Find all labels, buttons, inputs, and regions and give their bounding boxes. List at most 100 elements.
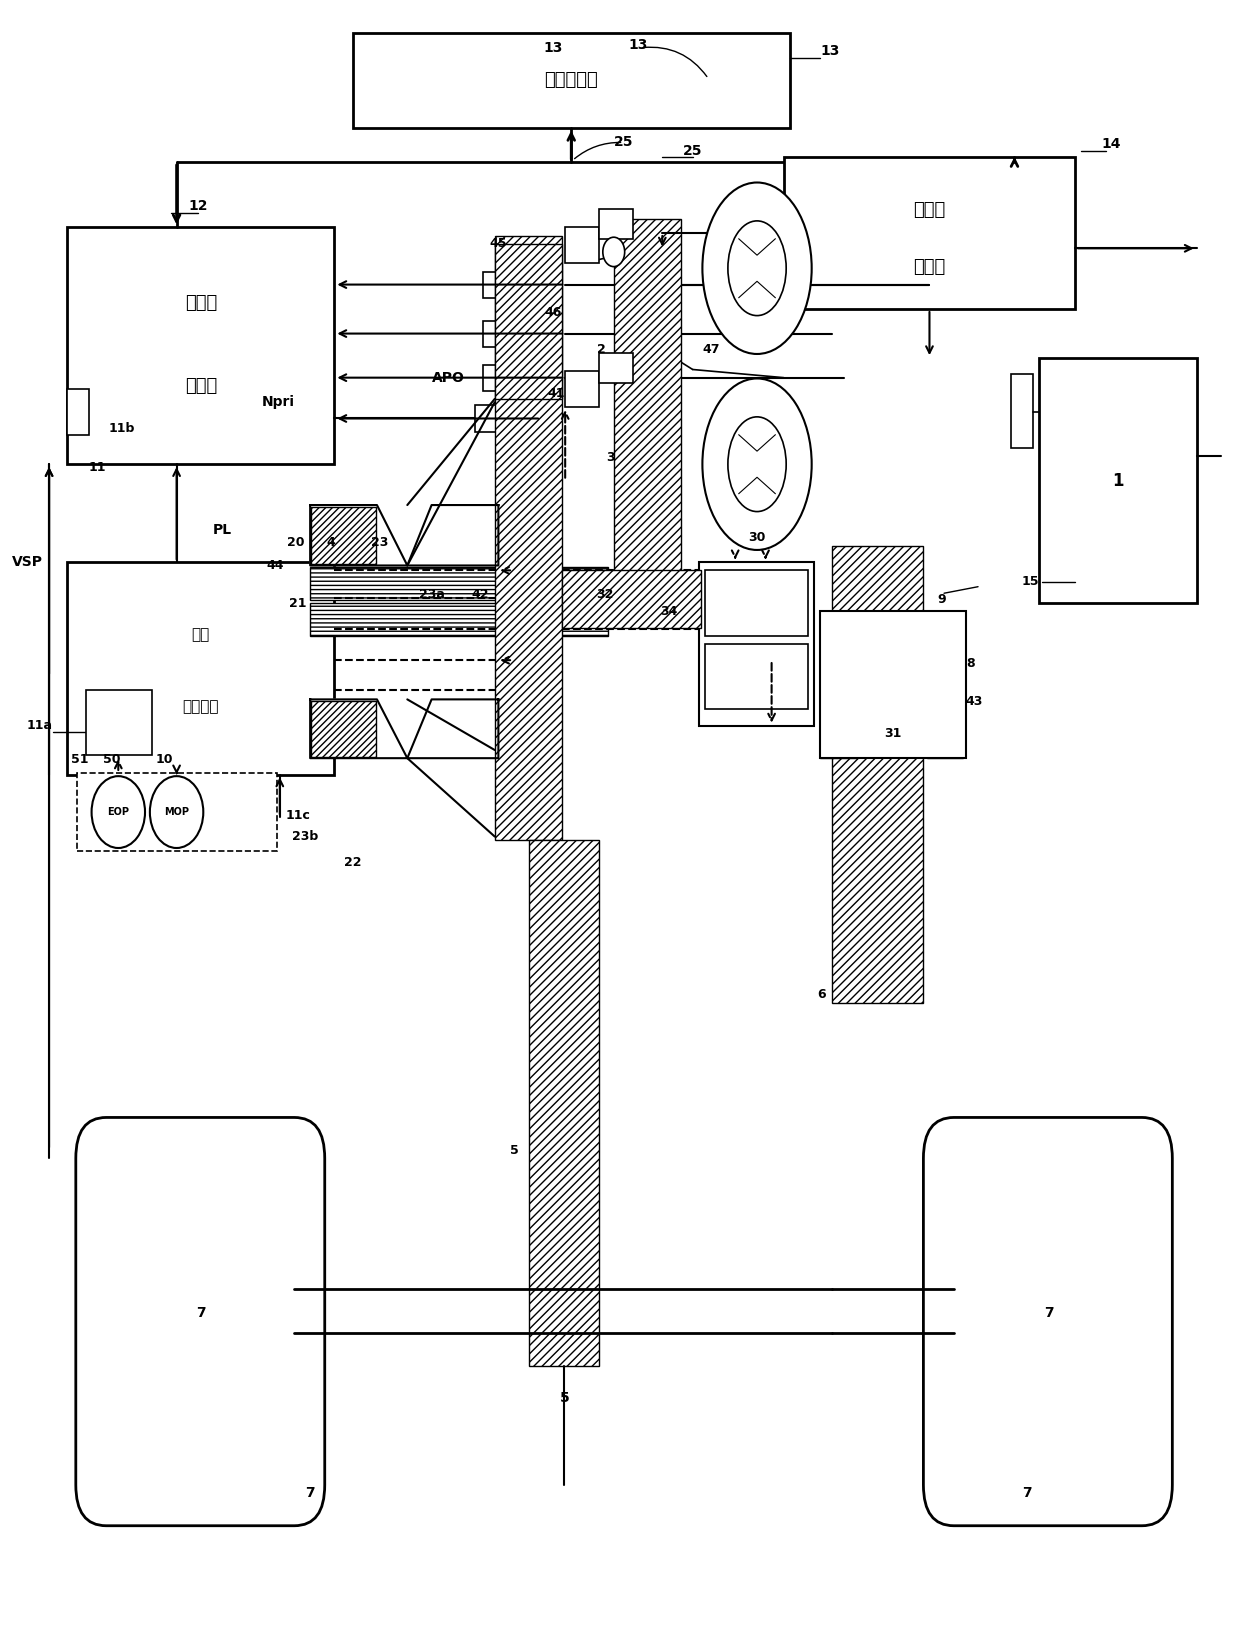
Bar	[1011, 374, 1033, 448]
Text: 7: 7	[1044, 1306, 1053, 1321]
Text: 7: 7	[305, 1486, 315, 1500]
Text: 控制器: 控制器	[185, 377, 217, 395]
Text: 31: 31	[884, 728, 901, 740]
Text: 2: 2	[598, 343, 606, 356]
Text: PL: PL	[213, 522, 232, 537]
Bar	[352, 33, 790, 128]
Polygon shape	[407, 700, 498, 758]
FancyBboxPatch shape	[76, 1117, 325, 1525]
Bar	[310, 567, 608, 600]
Bar	[86, 690, 153, 754]
Bar	[484, 364, 513, 390]
Bar	[67, 562, 335, 774]
Circle shape	[603, 237, 625, 267]
Bar	[67, 227, 335, 464]
Text: VSP: VSP	[12, 555, 43, 570]
Text: 13: 13	[629, 38, 647, 51]
Bar	[311, 702, 376, 756]
Text: 11c: 11c	[286, 809, 311, 822]
Text: 44: 44	[265, 558, 284, 572]
Text: 15: 15	[1022, 575, 1039, 588]
Text: 32: 32	[596, 588, 614, 601]
Bar	[67, 389, 89, 435]
Text: MOP: MOP	[164, 807, 188, 817]
Bar	[704, 570, 808, 636]
Bar	[495, 244, 562, 399]
Ellipse shape	[728, 417, 786, 512]
Text: 12: 12	[188, 199, 208, 212]
Text: 41: 41	[548, 387, 565, 400]
Text: 30: 30	[748, 532, 765, 544]
Text: 3: 3	[606, 451, 614, 464]
Text: 6: 6	[817, 988, 826, 1001]
Ellipse shape	[702, 379, 812, 550]
Polygon shape	[310, 506, 407, 565]
Text: 50: 50	[103, 753, 122, 766]
Circle shape	[92, 776, 145, 848]
FancyBboxPatch shape	[924, 1117, 1172, 1525]
Bar	[495, 236, 562, 840]
Bar	[484, 272, 513, 298]
Bar	[1039, 357, 1197, 603]
Text: Npri: Npri	[262, 395, 295, 408]
Bar	[928, 611, 963, 758]
Bar	[699, 562, 815, 726]
Bar	[820, 611, 857, 758]
Bar	[310, 603, 608, 636]
Text: 11: 11	[89, 461, 107, 474]
Text: APO: APO	[432, 371, 465, 385]
Bar	[528, 840, 599, 1365]
Text: 控制器: 控制器	[914, 257, 946, 275]
Bar	[784, 156, 1075, 310]
Text: 5: 5	[560, 1392, 570, 1405]
Text: 11a: 11a	[27, 720, 53, 731]
Text: 34: 34	[660, 604, 677, 618]
Bar	[599, 209, 634, 239]
Text: EOP: EOP	[108, 807, 129, 817]
Bar	[614, 219, 681, 595]
Polygon shape	[407, 506, 498, 565]
Bar	[565, 227, 599, 264]
Text: 22: 22	[343, 856, 361, 870]
Text: 油压: 油压	[192, 628, 210, 642]
Text: 23a: 23a	[419, 588, 444, 601]
Bar	[484, 321, 513, 346]
Text: 10: 10	[156, 753, 174, 766]
Text: 5: 5	[511, 1143, 520, 1156]
Text: 1: 1	[1112, 471, 1123, 489]
Bar	[832, 545, 924, 1003]
Text: 43: 43	[966, 695, 983, 708]
Text: 23: 23	[371, 537, 388, 548]
Text: 13: 13	[820, 44, 839, 58]
Text: 25: 25	[683, 143, 702, 158]
Text: 25: 25	[614, 135, 634, 150]
Text: 21: 21	[289, 596, 306, 609]
Bar	[820, 611, 966, 758]
Text: 42: 42	[471, 588, 489, 601]
Ellipse shape	[728, 221, 786, 316]
Text: 46: 46	[544, 306, 562, 320]
Text: 控制回路: 控制回路	[182, 698, 219, 715]
Text: 变速器: 变速器	[185, 295, 217, 313]
Text: 20: 20	[286, 537, 304, 548]
Text: 23b: 23b	[291, 830, 319, 843]
Ellipse shape	[702, 183, 812, 354]
Text: 14: 14	[1102, 137, 1121, 152]
Circle shape	[150, 776, 203, 848]
Text: 发动机: 发动机	[914, 201, 946, 219]
Text: 8: 8	[966, 657, 975, 670]
Text: 7: 7	[1022, 1486, 1032, 1500]
Text: 4: 4	[326, 537, 335, 548]
Text: 51: 51	[71, 753, 88, 766]
Polygon shape	[310, 700, 407, 758]
Text: 9: 9	[937, 593, 946, 606]
Text: 47: 47	[702, 343, 719, 356]
Text: 综合控制器: 综合控制器	[544, 71, 598, 89]
Bar	[562, 570, 701, 628]
Bar	[704, 644, 808, 710]
Bar	[565, 371, 599, 407]
Text: 13: 13	[543, 41, 563, 54]
Text: 11b: 11b	[109, 422, 135, 435]
Text: 45: 45	[490, 237, 507, 250]
Bar	[599, 352, 634, 382]
